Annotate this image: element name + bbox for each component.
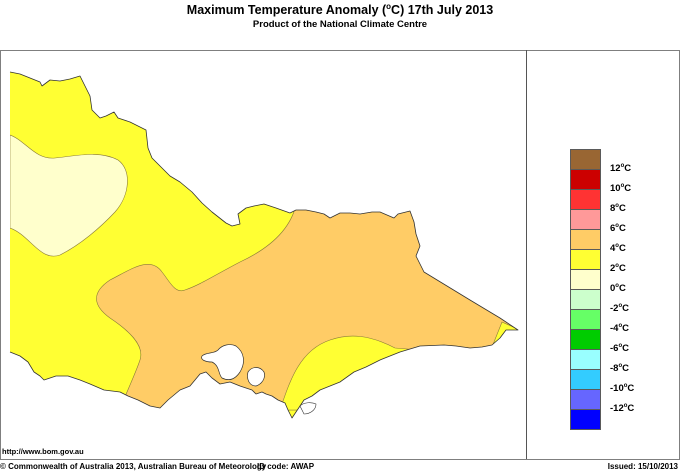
legend-label: -6oC: [610, 343, 629, 355]
legend-label: 8oC: [610, 203, 626, 215]
title-prefix: Maximum Temperature Anomaly (: [186, 3, 387, 18]
western-port: [247, 367, 265, 387]
color-legend: 12oC 10oC 8oC 6oC 4oC 2oC 0oC -2oC -4oC …: [570, 149, 634, 430]
legend-label: -12oC: [610, 403, 635, 415]
legend-swatch: [570, 250, 601, 270]
degree-symbol: o: [386, 2, 392, 11]
legend-label: 2oC: [610, 263, 626, 275]
legend-swatch: [570, 230, 601, 250]
legend-swatch: [570, 270, 601, 290]
anomaly-map: [9, 71, 519, 419]
map-title: Maximum Temperature Anomaly (oC) 17th Ju…: [0, 2, 680, 17]
legend-label: 12oC: [610, 163, 632, 175]
zone-anomaly-0-to-2: [10, 134, 128, 257]
legend-swatch: [570, 350, 601, 370]
legend-swatch: [570, 170, 601, 190]
legend-label: -2oC: [610, 303, 629, 315]
legend-swatch: [570, 330, 601, 350]
copyright-notice: © Commonwealth of Australia 2013, Austra…: [0, 462, 267, 471]
title-suffix: C) 17th July 2013: [391, 3, 494, 18]
legend-swatch: [570, 390, 601, 410]
legend-label: 6oC: [610, 223, 626, 235]
legend-swatch: [570, 310, 601, 330]
legend-swatch: [570, 210, 601, 230]
legend-label: 0oC: [610, 283, 626, 295]
legend-label: -8oC: [610, 363, 629, 375]
state-outline: [9, 71, 519, 419]
legend-swatch: [570, 290, 601, 310]
legend-label: -4oC: [610, 323, 629, 335]
port-phillip-bay: [201, 344, 244, 380]
map-subtitle: Product of the National Climate Centre: [252, 19, 428, 30]
legend-divider: [526, 50, 527, 459]
legend-swatch: [570, 410, 601, 430]
issued-date: Issued: 15/10/2013: [607, 462, 678, 471]
wilsons-promontory-bay: [299, 402, 317, 415]
source-url: http://www.bom.gov.au: [2, 447, 84, 456]
legend-swatch: [570, 370, 601, 390]
legend-label: 10oC: [610, 183, 632, 195]
legend-label: 4oC: [610, 243, 626, 255]
legend-label: -10oC: [610, 383, 635, 395]
id-code: ID code: AWAP: [257, 462, 315, 471]
legend-swatch: [570, 149, 601, 170]
legend-swatch: [570, 190, 601, 210]
